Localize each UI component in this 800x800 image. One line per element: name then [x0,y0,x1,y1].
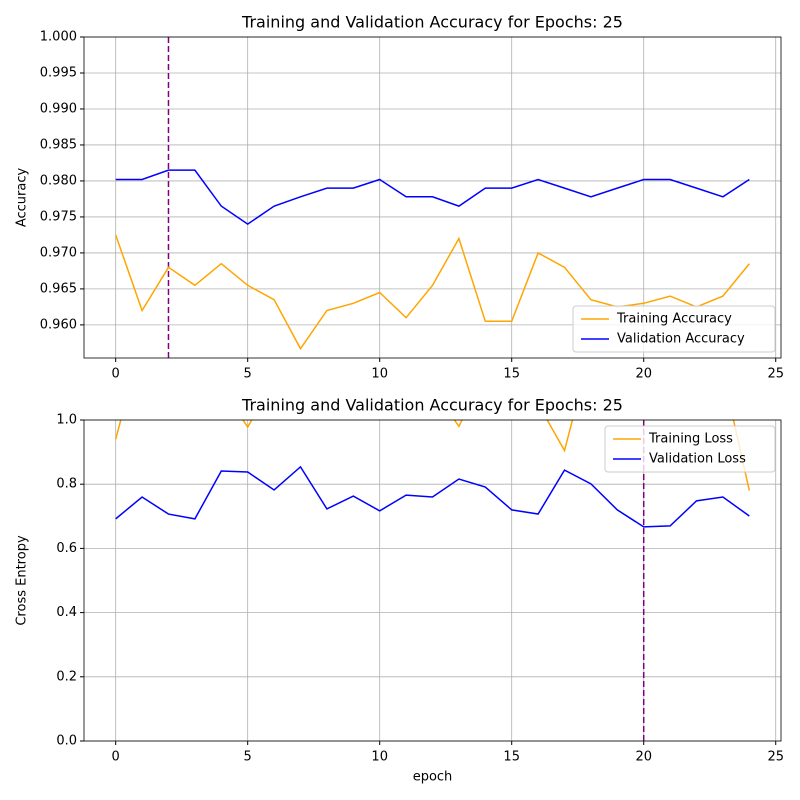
y-tick-label: 0.4 [56,605,77,620]
legend-label: Training Accuracy [616,312,732,327]
axes-frame [83,36,782,359]
legend-label: Training Loss [648,432,733,447]
y-tick-label: 0.995 [40,65,77,80]
legend-label: Validation Loss [649,452,746,467]
legend-box [604,425,776,473]
x-tick-label: 25 [767,367,784,382]
series-line [115,169,750,226]
y-tick-label: 0.965 [40,281,77,296]
x-tick-label: 15 [503,750,520,765]
legend: Training Accuracy Validation Accuracy [572,305,776,353]
x-tick-label: 25 [767,750,784,765]
x-tick-label: 10 [371,367,388,382]
y-tick-label: 0.0 [56,734,77,749]
y-tick-label: 0.6 [56,541,77,556]
y-tick-label: 0.990 [40,101,77,116]
x-tick-label: 5 [244,750,252,765]
legend-box [572,305,776,353]
x-tick-label: 10 [371,750,388,765]
x-tick-label: 0 [112,750,120,765]
y-tick-label: 1.000 [40,30,77,45]
axes-frame [83,419,782,742]
series-line [114,234,750,351]
series-line [115,465,750,528]
y-tick-label: 0.970 [40,245,77,260]
legend: Training Loss Validation Loss [604,425,776,473]
y-tick-label: 1.0 [56,413,77,428]
x-tick-label: 5 [244,367,252,382]
chart-title: Training and Validation Accuracy for Epo… [241,396,623,415]
y-axis-label: Cross Entropy [15,535,30,626]
x-tick-label: 0 [112,367,120,382]
y-tick-label: 0.985 [40,137,77,152]
x-tick-label: 20 [635,367,652,382]
y-tick-label: 0.2 [56,669,77,684]
y-tick-label: 0.960 [40,317,77,332]
y-axis-label: Accuracy [15,168,30,228]
x-tick-label: 20 [635,750,652,765]
x-axis-label: epoch [413,770,453,785]
y-tick-label: 0.980 [40,173,77,188]
y-tick-label: 0.975 [40,209,77,224]
chart-title: Training and Validation Accuracy for Epo… [241,13,623,32]
y-tick-label: 0.8 [56,477,77,492]
legend-label: Validation Accuracy [617,332,745,347]
x-tick-label: 15 [503,367,520,382]
